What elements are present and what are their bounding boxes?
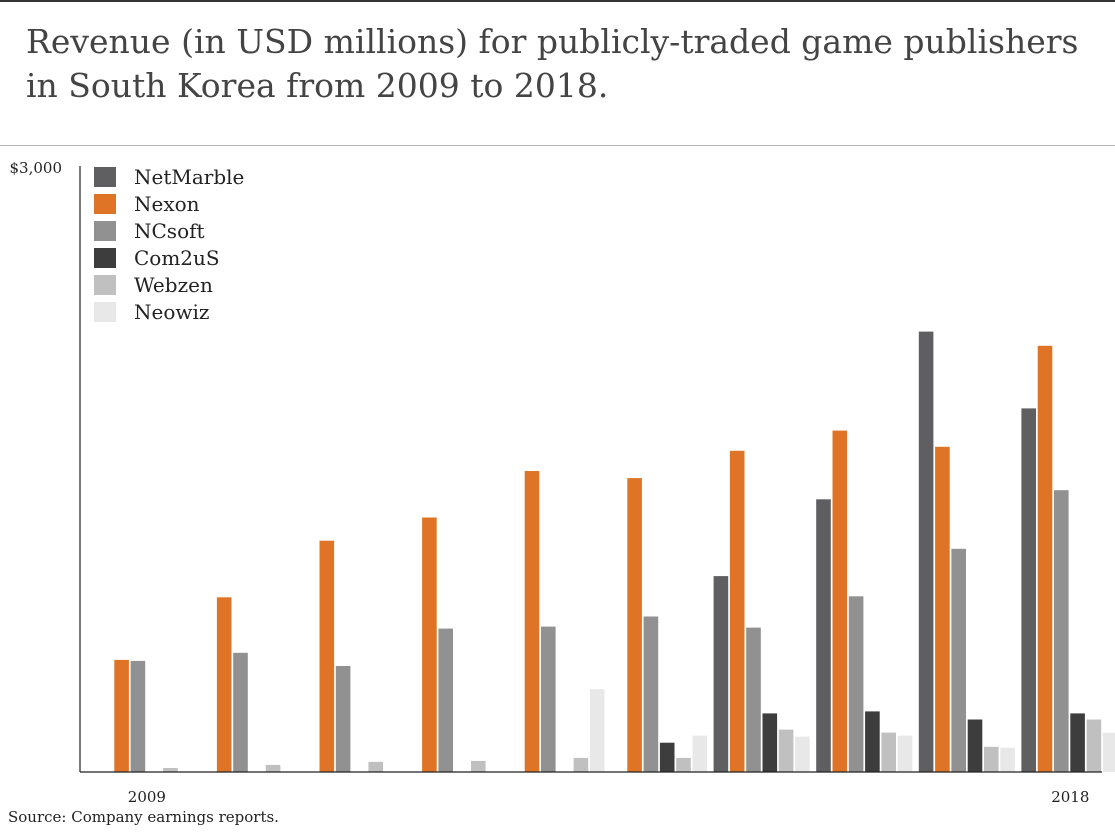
bar-ncsoft-2014 (643, 616, 659, 772)
bar-webzen-2015 (778, 729, 794, 772)
legend: NetMarble Nexon NCsoft Com2uS Webzen Neowiz (94, 165, 244, 324)
bar-netmarble-2015 (713, 576, 729, 772)
bar-webzen-2010 (265, 764, 281, 772)
bar-com2us-2015 (762, 713, 778, 772)
bar-ncsoft-2016 (848, 596, 864, 772)
bar-webzen-2013 (573, 757, 589, 772)
bars-layer (114, 331, 1115, 773)
x-tick-label-2009: 2009 (128, 788, 166, 806)
bar-webzen-2011 (368, 761, 383, 772)
legend-swatch-com2us (94, 248, 116, 268)
bar-nexon-2018 (1037, 345, 1053, 772)
bar-webzen-2016 (881, 732, 896, 772)
bar-ncsoft-2011 (335, 666, 351, 772)
bar-nexon-2017 (935, 446, 950, 772)
bar-com2us-2018 (1070, 713, 1085, 772)
bar-webzen-2012 (471, 760, 486, 772)
bar-nexon-2014 (627, 478, 642, 772)
legend-swatch-ncsoft (94, 221, 116, 241)
source-note: Source: Company earnings reports. (8, 808, 279, 826)
bar-ncsoft-2017 (951, 548, 966, 772)
legend-swatch-nexon (94, 194, 116, 214)
top-rule (0, 0, 1115, 2)
bar-nexon-2015 (729, 450, 745, 772)
legend-swatch-netmarble (94, 167, 116, 187)
bar-ncsoft-2012 (438, 628, 453, 772)
bar-nexon-2009 (114, 659, 129, 772)
bar-nexon-2010 (216, 597, 232, 772)
bar-neowiz-2017 (1000, 747, 1015, 772)
legend-label-neowiz: Neowiz (134, 300, 209, 324)
bar-nexon-2013 (524, 471, 540, 772)
bar-nexon-2011 (319, 540, 335, 772)
legend-swatch-neowiz (94, 302, 116, 322)
bar-ncsoft-2009 (130, 660, 146, 772)
legend-label-nexon: Nexon (134, 192, 200, 216)
bar-neowiz-2014 (692, 735, 708, 772)
legend-swatch-webzen (94, 275, 116, 295)
bar-webzen-2017 (984, 746, 999, 773)
bar-neowiz-2016 (897, 735, 913, 772)
tick-labels: $3,000 2009 2018 (10, 159, 1090, 806)
bar-netmarble-2017 (918, 331, 934, 772)
legend-label-netmarble: NetMarble (134, 165, 244, 189)
bar-webzen-2009 (163, 768, 178, 772)
bar-chart: $3,000 2009 2018 NetMarble Nexon NCsoft Com2u… (10, 159, 1115, 806)
bar-netmarble-2016 (816, 499, 831, 772)
bar-ncsoft-2010 (233, 652, 248, 772)
bar-ncsoft-2015 (746, 627, 761, 772)
legend-label-ncsoft: NCsoft (134, 219, 205, 243)
bar-neowiz-2013 (589, 689, 605, 772)
bar-com2us-2014 (659, 742, 675, 772)
bar-neowiz-2018 (1102, 732, 1115, 772)
bar-webzen-2018 (1086, 719, 1102, 772)
bar-ncsoft-2013 (541, 626, 556, 772)
bar-webzen-2014 (676, 757, 691, 772)
title-divider (0, 145, 1115, 146)
bar-nexon-2012 (422, 517, 437, 772)
x-tick-label-2018: 2018 (1051, 788, 1089, 806)
bar-netmarble-2018 (1021, 408, 1036, 772)
bar-neowiz-2015 (795, 736, 810, 772)
y-tick-label: $3,000 (10, 159, 63, 177)
bar-com2us-2016 (865, 711, 880, 772)
bar-nexon-2016 (832, 430, 848, 772)
chart-title: Revenue (in USD millions) for publicly-t… (26, 22, 1079, 105)
legend-label-webzen: Webzen (134, 273, 213, 297)
legend-label-com2us: Com2uS (134, 246, 220, 270)
bar-com2us-2017 (967, 719, 983, 772)
bar-ncsoft-2018 (1054, 490, 1069, 772)
